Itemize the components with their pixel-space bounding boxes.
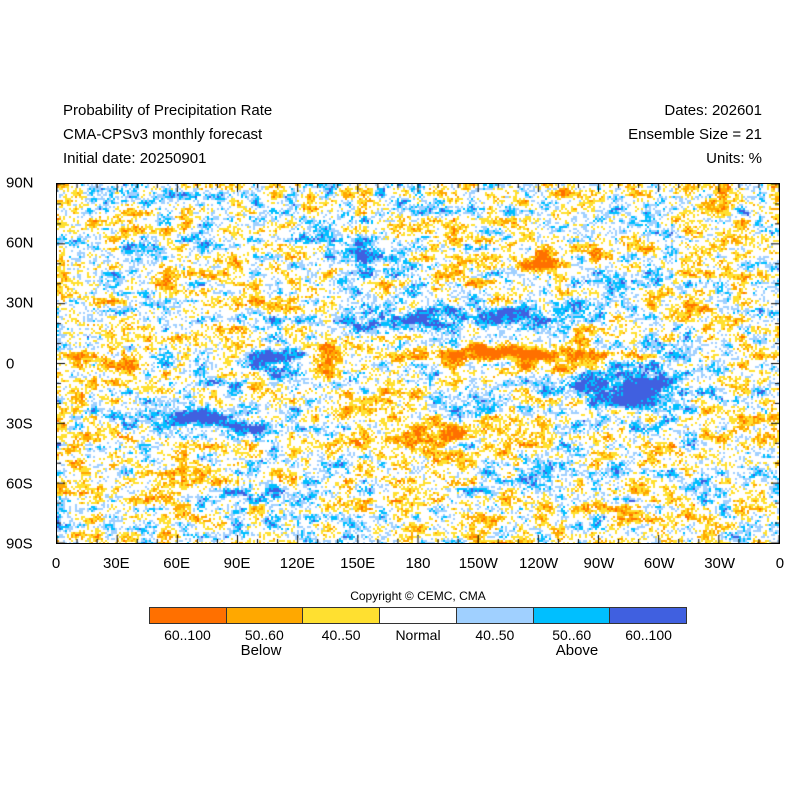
copyright: Copyright © CEMC, CMA [350,589,486,603]
lon-label: 0 [775,555,785,572]
lon-label: 60E [163,555,191,572]
precip-probability-field [57,184,779,543]
legend-label: 60..100 [625,627,672,643]
initial-date: Initial date: 20250901 [63,150,207,167]
lon-label: 90E [223,555,251,572]
legend-swatch [226,608,304,623]
lon-label: 30E [102,555,130,572]
units: Units: % [706,150,762,167]
title: Probability of Precipitation Rate [63,102,273,119]
model-subtitle: CMA-CPSv3 monthly forecast [63,126,263,143]
legend-swatch [150,608,227,623]
legend-label: 40..50 [475,627,515,643]
lon-label: 90W [583,555,615,572]
lon-label: 30W [704,555,736,572]
below-label: Below [240,642,282,659]
color-legend-bar [149,607,687,624]
probability-map [56,183,780,544]
legend-swatch [303,608,381,623]
lat-label: 30N [6,294,34,312]
lon-label: 180 [405,555,431,572]
legend-label: 40..50 [321,627,361,643]
legend-label: Normal [395,627,441,643]
lon-label: 150W [458,555,498,572]
lat-label: 90S [6,535,33,553]
lat-label: 0 [6,355,15,373]
lon-label: 150E [340,555,376,572]
ensemble-size: Ensemble Size = 21 [628,126,762,143]
lon-label: 0 [51,555,61,572]
legend-label: 50..60 [552,627,592,643]
legend-swatch [610,608,687,623]
forecast-dates: Dates: 202601 [664,102,762,119]
above-label: Above [555,642,599,659]
lat-label: 30S [6,415,33,433]
lat-label: 60S [6,475,33,493]
lon-label: 120E [279,555,315,572]
legend-label: 60..100 [164,627,211,643]
lon-label: 120W [519,555,559,572]
legend-swatch [456,608,534,623]
legend-swatch [533,608,611,623]
lat-label: 90N [6,174,34,192]
lon-label: 60W [643,555,675,572]
legend-swatch [380,608,457,623]
legend-label: 50..60 [244,627,284,643]
lat-label: 60N [6,234,34,252]
